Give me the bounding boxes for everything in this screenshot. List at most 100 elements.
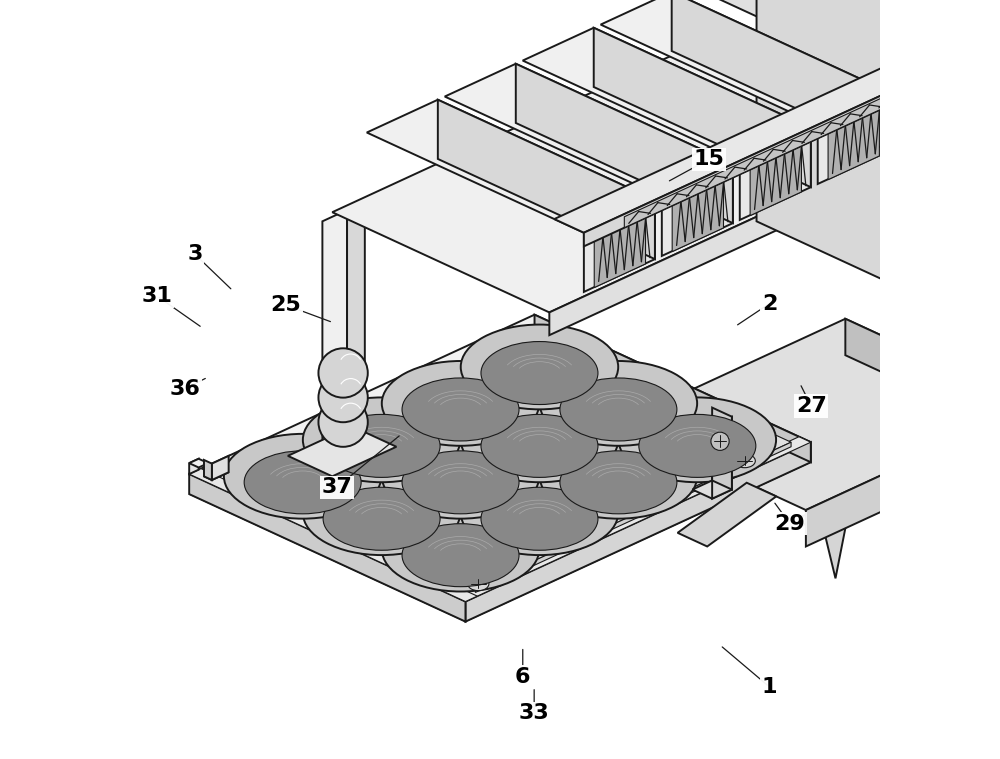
Text: 1: 1 [762, 677, 777, 697]
Polygon shape [189, 315, 811, 602]
Polygon shape [908, 166, 940, 206]
Polygon shape [475, 442, 791, 593]
Polygon shape [900, 60, 929, 87]
Polygon shape [332, 44, 914, 313]
Polygon shape [584, 74, 929, 247]
Polygon shape [189, 458, 208, 468]
Ellipse shape [461, 325, 618, 409]
Ellipse shape [323, 487, 440, 550]
Polygon shape [818, 92, 889, 184]
Polygon shape [454, 436, 811, 602]
Polygon shape [189, 335, 811, 622]
Polygon shape [549, 144, 914, 335]
Polygon shape [816, 478, 855, 578]
Polygon shape [740, 128, 811, 220]
Polygon shape [523, 28, 811, 161]
Polygon shape [949, 102, 981, 142]
Text: 2: 2 [762, 294, 777, 313]
Polygon shape [288, 427, 396, 477]
Polygon shape [367, 99, 655, 233]
Polygon shape [757, 0, 988, 329]
Polygon shape [908, 257, 940, 298]
Ellipse shape [382, 434, 539, 518]
Ellipse shape [540, 361, 697, 446]
Polygon shape [204, 460, 212, 480]
Ellipse shape [560, 451, 677, 514]
Text: 3: 3 [187, 244, 203, 264]
Polygon shape [212, 456, 229, 480]
Polygon shape [900, 42, 988, 370]
Polygon shape [662, 164, 733, 256]
Ellipse shape [481, 342, 598, 405]
Polygon shape [594, 28, 811, 187]
Polygon shape [668, 0, 988, 83]
Polygon shape [535, 315, 811, 462]
Polygon shape [998, 45, 1000, 329]
Ellipse shape [461, 398, 618, 482]
Ellipse shape [461, 471, 618, 555]
Polygon shape [778, 0, 1000, 318]
Ellipse shape [323, 414, 440, 477]
Polygon shape [974, 405, 1000, 505]
Circle shape [711, 432, 729, 450]
Text: 29: 29 [775, 514, 805, 534]
Polygon shape [618, 319, 1000, 510]
Polygon shape [757, 0, 1000, 55]
Text: 31: 31 [141, 286, 172, 306]
Polygon shape [712, 417, 732, 499]
Polygon shape [908, 121, 940, 161]
Ellipse shape [318, 398, 368, 447]
Polygon shape [672, 0, 889, 151]
Ellipse shape [560, 378, 677, 441]
Ellipse shape [639, 414, 756, 477]
Ellipse shape [224, 434, 381, 518]
Polygon shape [828, 104, 879, 180]
Polygon shape [712, 408, 732, 490]
Polygon shape [949, 238, 981, 279]
Polygon shape [322, 210, 347, 449]
Ellipse shape [382, 361, 539, 446]
Ellipse shape [468, 577, 489, 591]
Polygon shape [438, 99, 655, 259]
Ellipse shape [734, 454, 755, 468]
Polygon shape [949, 193, 981, 233]
Ellipse shape [540, 434, 697, 518]
Polygon shape [801, 412, 1000, 526]
Polygon shape [461, 436, 791, 588]
Polygon shape [554, 60, 929, 233]
Polygon shape [516, 64, 733, 223]
Ellipse shape [303, 471, 460, 555]
Polygon shape [672, 176, 723, 252]
Polygon shape [189, 458, 199, 474]
Polygon shape [189, 468, 477, 602]
Text: 33: 33 [519, 704, 550, 723]
Text: 27: 27 [796, 396, 827, 416]
Polygon shape [584, 200, 655, 292]
Polygon shape [806, 405, 1000, 546]
Ellipse shape [481, 414, 598, 477]
Ellipse shape [382, 507, 539, 591]
Ellipse shape [402, 378, 519, 441]
Ellipse shape [303, 398, 460, 482]
Polygon shape [949, 284, 981, 324]
Polygon shape [465, 442, 811, 622]
Polygon shape [624, 90, 901, 228]
Text: 36: 36 [170, 379, 200, 398]
Ellipse shape [318, 373, 368, 422]
Text: 37: 37 [321, 477, 352, 497]
Polygon shape [697, 44, 914, 167]
Polygon shape [678, 483, 776, 546]
Polygon shape [845, 319, 1000, 442]
Polygon shape [594, 212, 646, 288]
Polygon shape [692, 480, 732, 499]
Polygon shape [601, 0, 889, 124]
Polygon shape [908, 303, 940, 343]
Text: 25: 25 [271, 295, 301, 315]
Polygon shape [204, 468, 229, 480]
Polygon shape [750, 140, 801, 216]
Ellipse shape [402, 524, 519, 587]
Polygon shape [908, 212, 940, 252]
Ellipse shape [619, 398, 776, 482]
Ellipse shape [244, 451, 361, 514]
Text: 6: 6 [515, 667, 531, 687]
